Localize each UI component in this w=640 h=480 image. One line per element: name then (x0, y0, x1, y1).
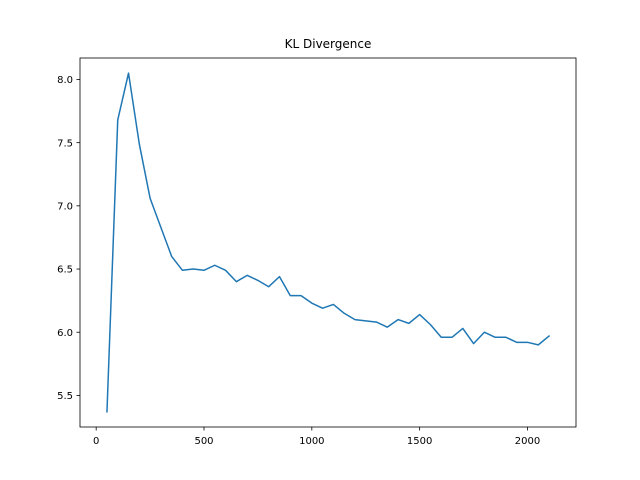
axes-frame (79, 57, 577, 428)
y-tick-label: 7.5 (57, 138, 73, 149)
plot-area (106, 72, 551, 413)
y-tick-label: 7.0 (57, 201, 73, 212)
y-tick-label: 6.0 (57, 328, 73, 339)
y-tick-label: 6.5 (57, 265, 73, 276)
y-tick-label: 8.0 (57, 75, 73, 86)
series-line-0 (106, 72, 551, 413)
x-tick-label: 1500 (407, 436, 432, 447)
axes: 0 500 1000 1500 2000 5.5 6.0 6.5 7.0 7.5 8.0 (57, 57, 577, 447)
chart-title: KL Divergence (285, 37, 372, 51)
x-tick-label: 500 (194, 436, 213, 447)
x-tick-label: 2000 (515, 436, 540, 447)
x-tick-label: 0 (93, 436, 99, 447)
x-tick-label: 1000 (299, 436, 324, 447)
y-tick-label: 5.5 (57, 391, 73, 402)
